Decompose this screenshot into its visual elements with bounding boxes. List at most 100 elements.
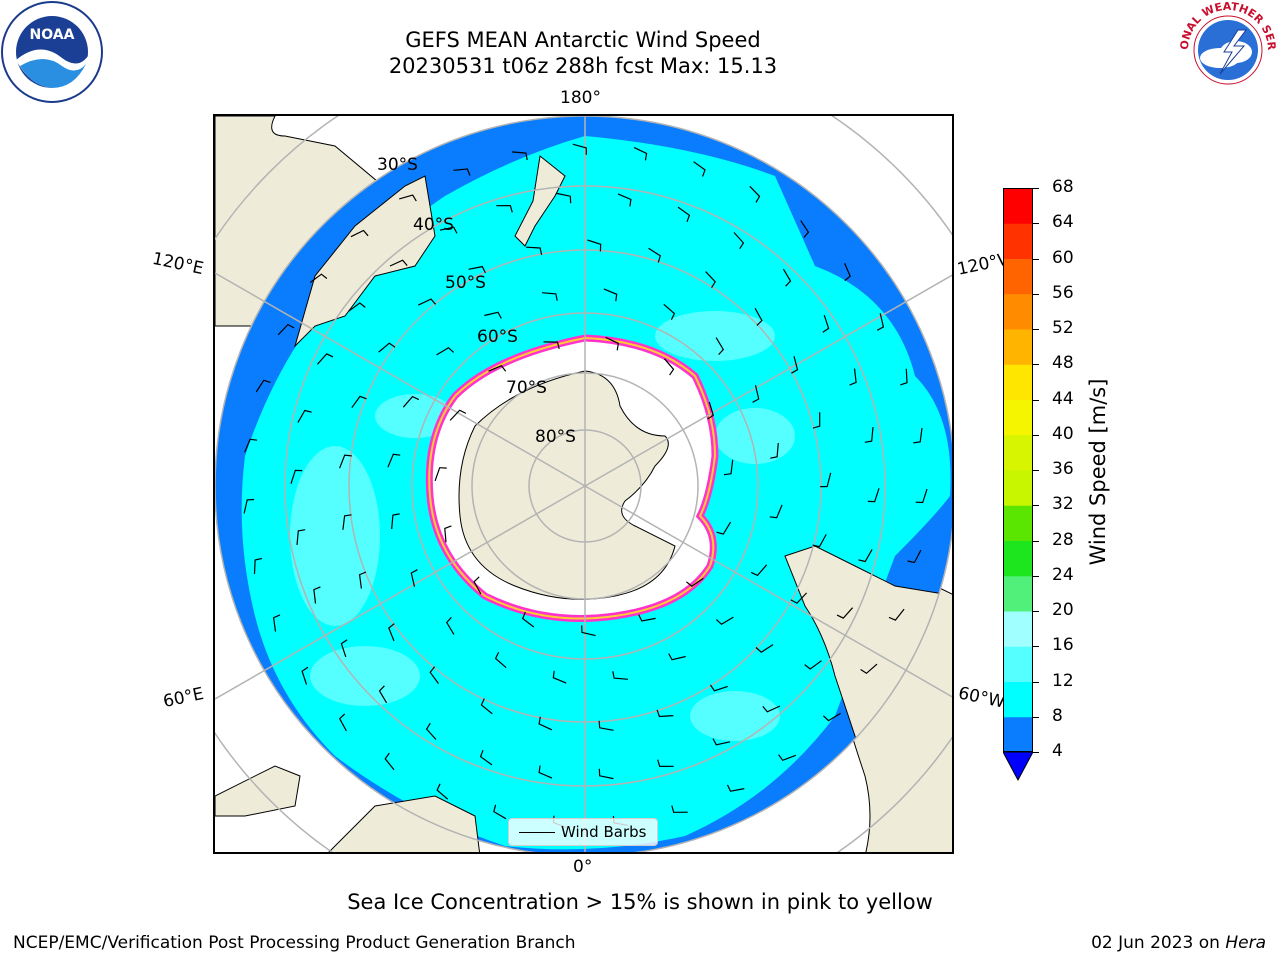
wind-barb bbox=[244, 438, 258, 453]
wind-barb bbox=[668, 653, 686, 661]
colorbar-tick-mark bbox=[1033, 611, 1039, 612]
wind-barb bbox=[493, 804, 507, 820]
colorbar-tick-label: 24 bbox=[1052, 564, 1074, 585]
colorbar-frame bbox=[1003, 188, 1033, 752]
wind-barb bbox=[309, 273, 328, 283]
wind-barb bbox=[603, 288, 618, 302]
wind-barb bbox=[822, 314, 830, 333]
wind-barb bbox=[399, 194, 417, 202]
colorbar-tick-mark bbox=[1033, 188, 1039, 189]
colorbar-tick-label: 52 bbox=[1052, 318, 1074, 338]
wind-barb bbox=[663, 358, 675, 376]
wind-barb bbox=[587, 239, 602, 252]
wind-barb bbox=[479, 749, 493, 766]
wind-barb bbox=[538, 765, 553, 779]
footer-credit: NCEP/EMC/Verification Post Processing Pr… bbox=[13, 933, 576, 953]
wind-barb bbox=[494, 651, 507, 669]
wind-barb bbox=[434, 467, 447, 482]
new-zealand-land bbox=[514, 155, 566, 247]
wind-barb bbox=[769, 504, 783, 519]
wind-barb bbox=[913, 427, 923, 444]
wind-barb bbox=[617, 193, 632, 207]
wind-barb bbox=[663, 303, 676, 321]
wind-barb bbox=[723, 459, 734, 476]
lat-label-30s: 30°S bbox=[377, 155, 418, 175]
wind-barb bbox=[705, 271, 716, 289]
wind-barb bbox=[860, 663, 878, 675]
legend-label: Wind Barbs bbox=[561, 823, 647, 841]
wind-barb bbox=[389, 259, 408, 267]
colorbar-tick-label: 4 bbox=[1052, 741, 1063, 761]
wind-barb bbox=[473, 576, 482, 595]
wind-barb bbox=[715, 616, 734, 626]
wind-barb bbox=[804, 660, 822, 670]
wind-barb bbox=[844, 263, 851, 282]
map-panel: 30°S 40°S 50°S 60°S 70°S 80°S bbox=[213, 114, 954, 854]
wind-barb bbox=[436, 346, 455, 356]
wind-barb bbox=[888, 608, 905, 621]
wind-barb bbox=[648, 247, 662, 263]
wind-barb bbox=[313, 586, 321, 604]
wind-barb bbox=[752, 385, 760, 403]
colorbar-tick-label: 36 bbox=[1052, 459, 1074, 479]
wind-barb bbox=[445, 616, 455, 635]
colorbar-segment bbox=[1003, 293, 1033, 330]
noaa-logo: NOAA bbox=[1, 1, 103, 103]
wind-barb bbox=[770, 442, 779, 459]
footer-date-text: 02 Jun 2023 on bbox=[1091, 933, 1226, 953]
wind-barb bbox=[749, 185, 761, 203]
wind-barb bbox=[900, 368, 908, 386]
wind-barb bbox=[710, 684, 728, 692]
legend-line-swatch bbox=[519, 832, 555, 833]
wind-barb bbox=[488, 364, 507, 372]
colorbar-tick-mark bbox=[1033, 681, 1039, 683]
wind-barb bbox=[712, 738, 731, 746]
colorbar-tick-label: 64 bbox=[1052, 212, 1074, 233]
wind-speed-12-16-patches bbox=[290, 311, 795, 741]
lat-label-50s: 50°S bbox=[445, 273, 486, 293]
wind-barb bbox=[915, 488, 928, 504]
wind-barb bbox=[656, 709, 674, 718]
wind-barb bbox=[864, 427, 874, 443]
wind-barb bbox=[800, 220, 810, 238]
colorbar-tick-label: 8 bbox=[1052, 705, 1063, 726]
wind-barb bbox=[598, 768, 614, 780]
lon-label-0: 0° bbox=[573, 857, 593, 877]
wind-barb bbox=[778, 754, 797, 762]
wind-barb bbox=[782, 268, 792, 287]
footer-date: 02 Jun 2023 on Hera bbox=[1091, 933, 1266, 953]
antarctica-land bbox=[458, 370, 676, 600]
colorbar-tick-mark bbox=[1033, 223, 1039, 225]
wind-barb bbox=[686, 577, 704, 587]
wind-barb bbox=[444, 525, 452, 543]
wind-barb bbox=[358, 571, 367, 589]
colorbar-segment bbox=[1003, 681, 1033, 718]
colorbar-segment bbox=[1003, 223, 1033, 259]
lon-label-120e: 120°E bbox=[150, 248, 206, 280]
colorbar-tick-label: 16 bbox=[1052, 635, 1074, 656]
wind-barb bbox=[277, 323, 295, 336]
longitude-grid bbox=[215, 116, 952, 852]
wind-barb bbox=[812, 534, 827, 548]
wind-barb bbox=[521, 611, 535, 628]
footer-machine: Hera bbox=[1225, 933, 1266, 953]
wind-barb bbox=[715, 337, 725, 356]
colorbar-segment bbox=[1003, 329, 1033, 365]
wind-barb bbox=[255, 379, 271, 393]
colorbar-segment bbox=[1003, 646, 1033, 682]
wind-barb bbox=[612, 671, 629, 680]
wind-barb bbox=[387, 453, 401, 468]
wind-barb bbox=[253, 557, 263, 575]
caption: Sea Ice Concentration > 15% is shown in … bbox=[347, 890, 933, 914]
wind-barb bbox=[733, 232, 745, 250]
wind-barb bbox=[754, 308, 763, 326]
wind-barb bbox=[677, 206, 691, 223]
colorbar-extend-min bbox=[1003, 751, 1033, 782]
wind-barb bbox=[272, 614, 281, 632]
wind-barb bbox=[378, 685, 388, 704]
wind-barb bbox=[876, 313, 885, 331]
wind-barb bbox=[907, 549, 922, 564]
wind-barb bbox=[790, 592, 808, 604]
colorbar-tick-mark bbox=[1033, 752, 1039, 753]
wind-barb bbox=[338, 713, 347, 732]
